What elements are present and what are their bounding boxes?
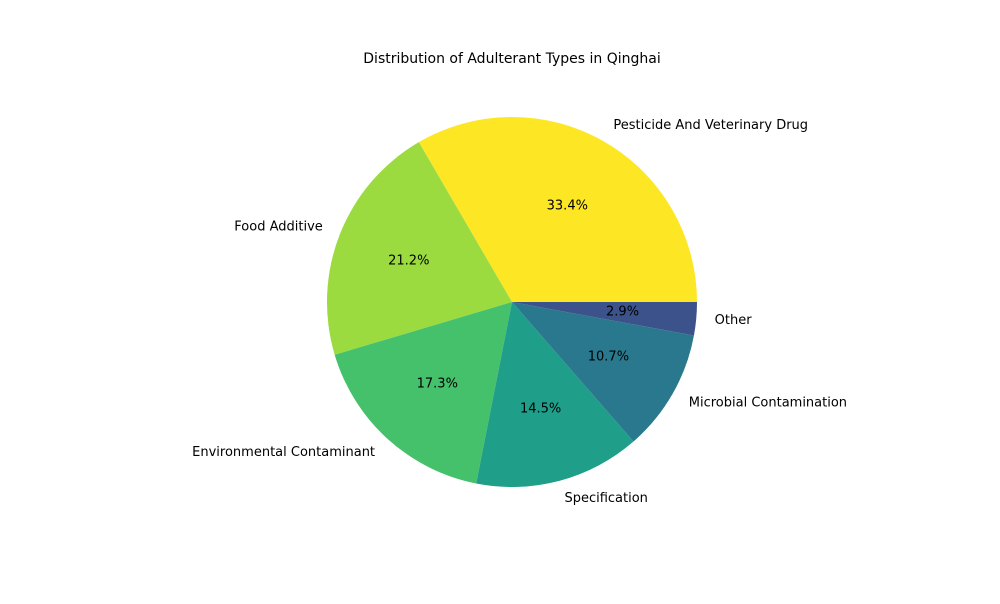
chart-title: Distribution of Adulterant Types in Qing…	[363, 51, 660, 67]
slice-label: Pesticide And Veterinary Drug	[613, 118, 808, 133]
percent-label: 14.5%	[520, 402, 561, 417]
slice-label: Microbial Contamination	[689, 395, 847, 410]
pie-slice	[334, 302, 512, 484]
slice-label: Other	[715, 313, 753, 328]
slice-labels: Pesticide And Veterinary Drug Food Additi…	[192, 118, 847, 506]
percent-label: 10.7%	[588, 349, 629, 364]
percent-label: 17.3%	[417, 377, 458, 392]
slice-label: Food Additive	[234, 220, 323, 235]
pie-slice	[418, 116, 697, 302]
pie-slice	[512, 302, 697, 336]
pie-slice	[326, 142, 512, 355]
percent-label: 2.9%	[606, 305, 639, 320]
pie-slice	[476, 302, 634, 487]
slice-label: Environmental Contaminant	[192, 445, 375, 460]
percent-label: 21.2%	[388, 254, 429, 269]
percent-label: 33.4%	[547, 198, 588, 213]
pie-slices	[326, 116, 697, 487]
percent-labels: 33.4% 21.2% 17.3% 14.5% 10.7% 2.9%	[388, 198, 639, 416]
slice-label: Specification	[564, 491, 647, 506]
pie-slice	[512, 302, 694, 442]
